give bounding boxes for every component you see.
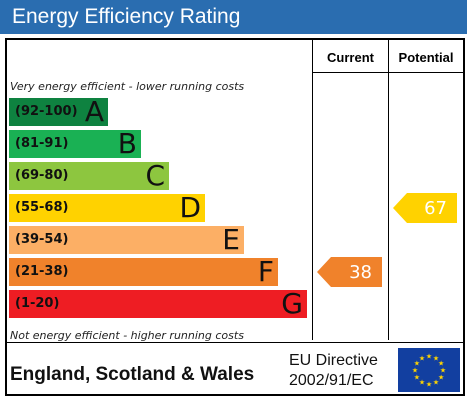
- current-rating-arrow: 38: [317, 257, 382, 287]
- current-column-header: Current: [327, 50, 374, 65]
- band-letter-label: B: [117, 127, 137, 160]
- rating-frame: Current Potential Very energy efficient …: [5, 38, 465, 396]
- band-range-label: (81-91): [15, 136, 69, 151]
- eu-star-icon: ★: [440, 367, 446, 375]
- band-letter-label: A: [84, 95, 104, 128]
- eu-star-icon: ★: [426, 381, 432, 389]
- potential-rating-value: 67: [424, 198, 447, 219]
- eu-star-icon: ★: [414, 374, 420, 382]
- current-column-divider: [312, 40, 313, 340]
- band-range-label: (39-54): [15, 232, 69, 247]
- current-rating-value: 38: [349, 262, 372, 283]
- band-letter-label: D: [179, 191, 201, 224]
- eu-directive-number: 2002/91/EC: [289, 372, 374, 389]
- band-e: (39-54) E: [9, 223, 244, 256]
- column-header-divider: [312, 72, 463, 73]
- eu-star-icon: ★: [419, 354, 425, 362]
- eu-star-icon: ★: [412, 367, 418, 375]
- band-range-label: (55-68): [15, 200, 69, 215]
- eu-star-icon: ★: [419, 379, 425, 387]
- band-letter-label: E: [222, 223, 240, 256]
- inefficient-note: Not energy efficient - higher running co…: [10, 329, 244, 342]
- band-range-label: (69-80): [15, 168, 69, 183]
- current-arrow-shape: [317, 257, 382, 287]
- band-f: (21-38) F: [9, 255, 278, 288]
- band-letter-label: C: [145, 159, 165, 192]
- band-d: (55-68) D: [9, 191, 205, 224]
- potential-column-header: Potential: [398, 50, 454, 65]
- header-bar: Energy Efficiency Rating: [0, 0, 467, 34]
- eu-flag-icon: ★★★★★★★★★ ★ ★★: [398, 348, 460, 392]
- potential-arrow-shape: [393, 193, 457, 223]
- band-range-label: (92-100): [15, 104, 78, 119]
- eu-star-icon: ★: [438, 374, 444, 382]
- band-letter-label: G: [281, 287, 303, 320]
- efficient-note: Very energy efficient - lower running co…: [10, 80, 245, 93]
- eu-directive: EU Directive 2002/91/EC: [289, 351, 378, 391]
- eu-star-icon: ★: [426, 353, 432, 361]
- band-range-label: (1-20): [15, 296, 60, 311]
- footer-divider: [7, 342, 463, 343]
- band-c: (69-80) C: [9, 159, 169, 192]
- potential-rating-arrow: 67: [393, 193, 457, 223]
- eu-star-icon: ★: [433, 379, 439, 387]
- band-b: (81-91) B: [9, 127, 141, 160]
- band-letter-label: F: [257, 255, 274, 288]
- eu-star-icon: ★: [438, 360, 444, 368]
- potential-column-divider: [388, 40, 389, 340]
- band-range-label: (21-38): [15, 264, 69, 279]
- band-a: (92-100) A: [9, 95, 108, 128]
- footer-region: England, Scotland & Wales: [10, 364, 255, 385]
- eu-directive-title: EU Directive: [289, 352, 378, 369]
- eu-star-icon: ★: [433, 354, 439, 362]
- page-title: Energy Efficiency Rating: [12, 5, 241, 28]
- eu-star-icon: ★: [414, 360, 420, 368]
- band-g: (1-20) G: [9, 287, 307, 320]
